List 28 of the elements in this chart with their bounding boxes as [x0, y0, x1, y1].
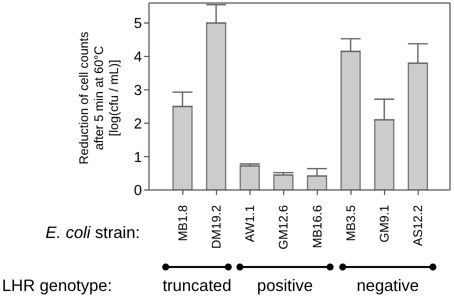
text: truncated: [162, 277, 232, 295]
x-tick-label: GM9.1: [378, 204, 392, 243]
y-tick-label: 2: [134, 116, 142, 132]
bar: [340, 50, 361, 190]
text: negative: [356, 277, 419, 295]
text: LHR genotype:: [2, 277, 112, 295]
y-tick-label: 4: [134, 50, 142, 66]
x-tick-label: AS12.2: [411, 204, 426, 246]
x-axis-title: E. coli strain:: [46, 224, 140, 242]
x-tick-label: MB16.6: [310, 204, 324, 248]
x-tick-label: MB3.5: [344, 204, 358, 242]
bar: [408, 62, 428, 190]
x-tick-label: DM19.2: [209, 204, 224, 249]
bar: [240, 165, 260, 190]
bar: [273, 174, 294, 190]
y-tick-label: 0: [134, 183, 142, 200]
bar: [306, 175, 328, 190]
y-tick-label: 1: [134, 150, 142, 166]
x-tick-label: AW1.1: [243, 204, 258, 242]
bar: [374, 119, 394, 190]
y-axis-title: Reduction of cell counts after 5 min at 60°C [log(cfu / mL)]: [77, 32, 121, 164]
text: positive: [257, 277, 313, 295]
x-tick-label: MB1.8: [176, 204, 190, 242]
y-tick-label: 3: [134, 82, 142, 99]
bar: [172, 106, 193, 190]
x-tick-label: GM12.6: [276, 204, 291, 250]
bar: [206, 22, 226, 190]
y-tick-label: 5: [134, 16, 142, 32]
